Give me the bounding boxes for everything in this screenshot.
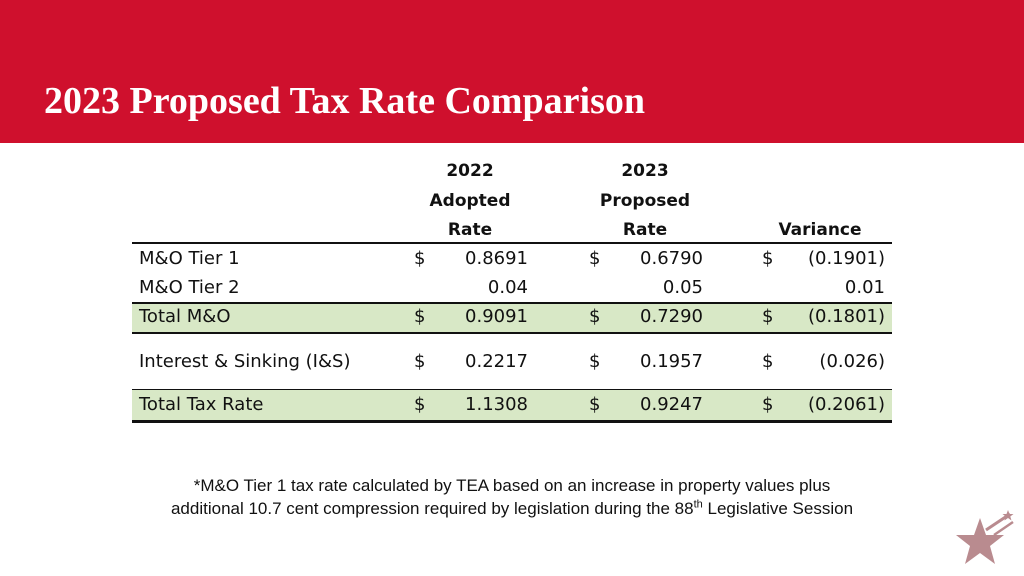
currency-2023: $ <box>589 351 601 372</box>
value-2023: 0.05 <box>662 277 703 298</box>
value-2022: 0.9091 <box>465 306 528 327</box>
table-row-mo-tier1: M&O Tier 1 $ 0.8691 $ 0.6790 $ (0.1901) <box>132 248 892 276</box>
table-row-total-mo: Total M&O $ 0.9091 $ 0.7290 $ (0.1801) <box>132 304 892 332</box>
value-variance: 0.01 <box>844 277 885 298</box>
header-variance: Variance <box>778 220 862 240</box>
currency-2022: $ <box>414 394 426 415</box>
header-rule <box>132 242 892 244</box>
currency-2023: $ <box>589 248 601 269</box>
table-bottom-rule <box>132 420 892 423</box>
value-2023: 0.6790 <box>640 248 703 269</box>
small-star <box>1002 510 1014 521</box>
value-2023: 0.7290 <box>640 306 703 327</box>
table-row-mo-tier2: M&O Tier 2 0.04 0.05 0.01 <box>132 277 892 305</box>
footnote: *M&O Tier 1 tax rate calculated by TEA b… <box>100 474 924 520</box>
value-variance: (0.2061) <box>807 394 885 415</box>
total-mo-bottom-rule <box>132 332 892 334</box>
value-variance: (0.1801) <box>807 306 885 327</box>
total-mo-top-rule <box>132 302 892 304</box>
value-2022: 0.2217 <box>465 351 528 372</box>
title-banner: 2023 Proposed Tax Rate Comparison <box>0 0 1024 143</box>
footnote-line-2-end: Legislative Session <box>702 499 854 518</box>
value-2022: 0.04 <box>487 277 528 298</box>
header-2023-line3: Rate <box>622 220 668 240</box>
footnote-line-1: *M&O Tier 1 tax rate calculated by TEA b… <box>193 476 831 495</box>
currency-variance: $ <box>762 306 774 327</box>
footnote-line-2: additional 10.7 cent compression require… <box>100 497 924 520</box>
value-2022: 0.8691 <box>465 248 528 269</box>
currency-2022: $ <box>414 351 426 372</box>
value-2023: 0.9247 <box>640 394 703 415</box>
header-2022-line2: Adopted <box>429 191 511 211</box>
value-variance: (0.1901) <box>807 248 885 269</box>
header-2022-line3: Rate <box>447 220 493 240</box>
header-2022-line1: 2022 <box>446 161 494 181</box>
star-shape <box>956 518 1004 564</box>
total-rate-top-rule <box>132 389 892 390</box>
value-variance: (0.026) <box>819 351 885 372</box>
table-row-total-tax-rate: Total Tax Rate $ 1.1308 $ 0.9247 $ (0.20… <box>132 390 892 420</box>
tax-rate-table: 2022 Adopted Rate 2023 Proposed Rate Var… <box>132 156 892 424</box>
currency-2022: $ <box>414 248 426 269</box>
star-icon <box>956 510 1014 564</box>
row-label: M&O Tier 1 <box>139 248 240 269</box>
footnote-ordinal-suffix: th <box>693 498 703 511</box>
header-2023-line2: Proposed <box>599 191 691 211</box>
footnote-line-2-text: additional 10.7 cent compression require… <box>170 499 694 518</box>
currency-2023: $ <box>589 306 601 327</box>
value-2023: 0.1957 <box>640 351 703 372</box>
star-trail <box>993 520 1014 537</box>
row-label: M&O Tier 2 <box>139 277 240 298</box>
currency-variance: $ <box>762 394 774 415</box>
currency-variance: $ <box>762 351 774 372</box>
row-label: Interest & Sinking (I&S) <box>139 351 351 372</box>
currency-variance: $ <box>762 248 774 269</box>
currency-2023: $ <box>589 394 601 415</box>
header-2023-line1: 2023 <box>621 161 669 181</box>
table-row-interest-sinking: Interest & Sinking (I&S) $ 0.2217 $ 0.19… <box>132 351 892 379</box>
value-2022: 1.1308 <box>465 394 528 415</box>
row-label: Total Tax Rate <box>139 394 264 415</box>
row-label: Total M&O <box>139 306 231 327</box>
currency-2022: $ <box>414 306 426 327</box>
page-title: 2023 Proposed Tax Rate Comparison <box>44 80 646 122</box>
